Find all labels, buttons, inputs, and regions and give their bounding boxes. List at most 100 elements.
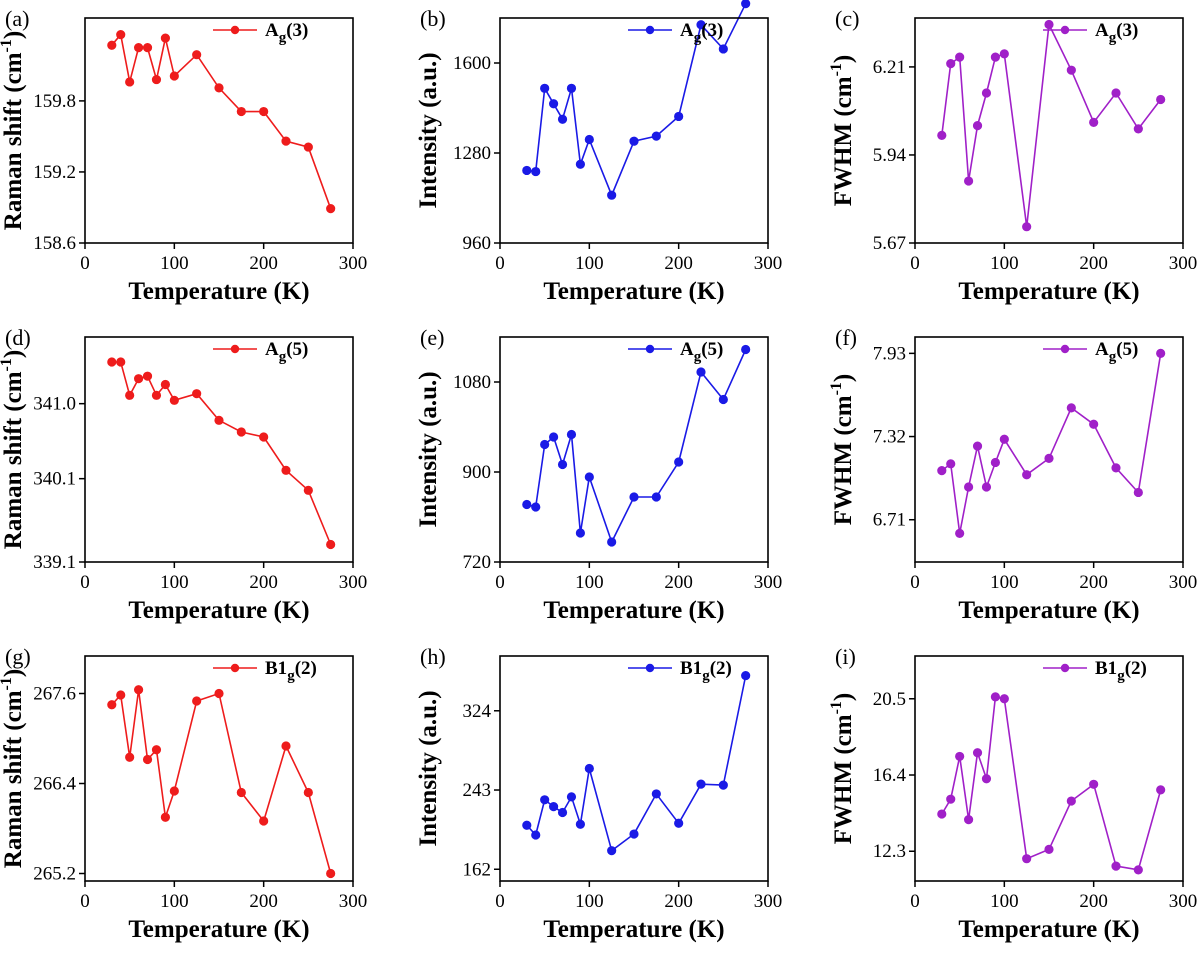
legend-label: Ag(3) [265, 20, 308, 46]
data-point [169, 71, 179, 81]
data-point [674, 111, 684, 122]
data-point [607, 846, 617, 856]
x-tick-label: 100 [990, 891, 1019, 912]
data-point [696, 20, 706, 30]
panel-f: (f) 0 100 200 300 7.93 7.32 6.71 Ag(5) Temperatur… [828, 319, 1200, 629]
panel-e: (e) 0 100 200 300 1080 900 720 Ag(5) Temperature … [415, 319, 815, 629]
x-tick-label: 100 [575, 253, 604, 274]
plot-frame [914, 655, 1184, 882]
x-tick-label: 0 [495, 572, 505, 593]
y-tick-label: 5.67 [873, 233, 906, 254]
x-tick-label: 100 [990, 572, 1019, 593]
series-line [111, 361, 332, 545]
data-point [718, 394, 728, 405]
x-axis-title: Temperature (K) [128, 597, 309, 624]
legend-label: Ag(5) [680, 339, 723, 365]
data-point [999, 434, 1009, 444]
data-point [107, 357, 117, 367]
chart-svg: (d) 0 100 200 300 341.0 340.1 339.1 Ag(5) Tempera… [0, 325, 367, 624]
series-line [111, 32, 332, 209]
chart-svg: (b) 0 100 200 300 1600 1280 960 Ag(3) Temperature… [415, 0, 782, 305]
x-tick-label: 100 [160, 253, 189, 274]
data-point [651, 131, 661, 141]
panel-label: (b) [420, 6, 446, 31]
data-point [1089, 419, 1099, 429]
data-point [548, 802, 559, 812]
legend-label: Ag(3) [680, 20, 723, 46]
data-point [981, 88, 992, 98]
legend-marker [1060, 663, 1070, 673]
y-tick-label: 265.2 [33, 864, 76, 885]
series-line [526, 675, 747, 853]
y-tick-label: 158.6 [33, 233, 76, 254]
data-point [192, 389, 202, 399]
series-line [526, 349, 747, 545]
data-point [566, 83, 577, 93]
data-point [1044, 19, 1054, 30]
data-point [629, 829, 639, 839]
legend-marker [230, 25, 240, 35]
chart-svg: (e) 0 100 200 300 1080 900 720 Ag(5) Temperature … [415, 325, 782, 624]
data-point [999, 49, 1009, 59]
legend-marker [1060, 25, 1070, 35]
data-point [151, 745, 162, 755]
legend-marker [230, 663, 240, 673]
data-point [566, 429, 577, 440]
chart-svg: (g) 0 100 200 300 267.6 266.4 265.2 B1g(2) Temper… [0, 644, 367, 943]
data-point [107, 40, 117, 50]
data-point [531, 166, 541, 177]
x-tick-label: 100 [160, 891, 189, 912]
data-point [133, 43, 144, 53]
data-point [1133, 865, 1143, 875]
y-tick-label: 6.21 [873, 57, 906, 78]
data-point [259, 432, 269, 442]
data-point [1089, 779, 1099, 789]
data-point [540, 83, 550, 93]
data-point [937, 809, 947, 819]
x-tick-label: 0 [910, 253, 920, 274]
y-tick-label: 341.0 [33, 394, 76, 415]
data-point [1111, 861, 1121, 871]
legend-label: Ag(5) [1095, 339, 1138, 365]
legend-label: B1g(2) [680, 658, 732, 684]
data-point [946, 459, 956, 469]
x-axis-title: Temperature (K) [958, 916, 1139, 943]
data-point [575, 528, 586, 538]
panel-label: (i) [835, 644, 856, 669]
data-point [674, 457, 684, 467]
series-line [941, 695, 1162, 871]
data-point [142, 43, 153, 53]
data-point [303, 142, 313, 152]
plot-frame [84, 655, 354, 882]
plot-frame [499, 336, 769, 563]
x-axis-title: Temperature (K) [543, 597, 724, 624]
data-point [214, 415, 224, 425]
y-axis-title: Intensity (a.u.) [415, 371, 442, 527]
x-axis-title: Temperature (K) [128, 278, 309, 305]
legend-marker [645, 25, 655, 35]
y-axis-title: FWHM (cm-1) [828, 374, 857, 525]
data-point [1022, 222, 1032, 232]
data-point [1156, 94, 1166, 105]
x-tick-label: 200 [664, 572, 693, 593]
data-point [741, 670, 751, 681]
x-tick-label: 200 [249, 891, 278, 912]
x-axis-title: Temperature (K) [543, 916, 724, 943]
data-point [1022, 854, 1032, 864]
data-point [107, 700, 117, 710]
y-axis-title: Intensity (a.u.) [415, 52, 442, 208]
data-point [557, 459, 568, 470]
x-tick-label: 100 [990, 253, 1019, 274]
x-axis-title: Temperature (K) [128, 916, 309, 943]
x-tick-label: 300 [1169, 253, 1198, 274]
legend-marker [230, 344, 240, 354]
data-point [1066, 796, 1076, 806]
panel-label: (d) [5, 325, 31, 350]
legend-label: Ag(3) [1095, 20, 1138, 46]
data-point [259, 106, 269, 117]
x-tick-label: 300 [1169, 572, 1198, 593]
data-point [972, 121, 983, 131]
y-tick-label: 159.8 [33, 91, 76, 112]
data-point [1044, 453, 1054, 463]
x-tick-label: 200 [1079, 891, 1108, 912]
